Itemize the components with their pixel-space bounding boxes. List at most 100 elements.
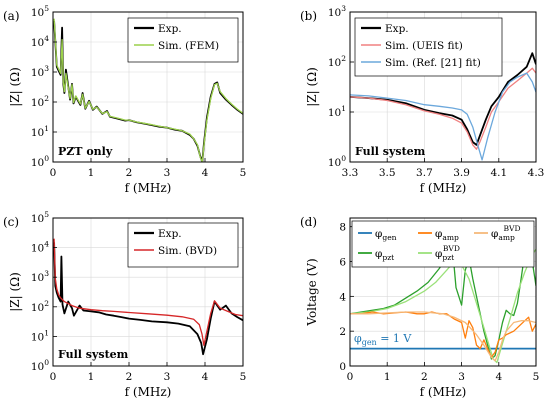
y-tick-label: 105​ — [31, 210, 49, 225]
plot-area — [53, 18, 243, 162]
legend-label: Exp. — [385, 23, 409, 35]
panel-2: 3.3 3.5 3.7 3.9 4.1 4.3 100​ 101​ 102​ 103​ f (MHz… — [300, 4, 544, 195]
x-tick-label: 1 — [88, 167, 95, 179]
y-axis-label: |Z| (Ω) — [305, 67, 319, 107]
y-tick-label: 6 — [339, 257, 346, 269]
panel-1: 0 1 2 3 4 5 100​ 101​ 102​ 103​ 104​ 105​ f (MHz) |Z|… — [3, 4, 246, 195]
x-tick-label: 3 — [164, 371, 171, 383]
x-tick-label: 4 — [495, 371, 502, 383]
x-tick-label: 3.7 — [416, 167, 433, 179]
x-tick-label: 2 — [126, 167, 133, 179]
legend-label: φpzt​ — [375, 248, 394, 262]
annotation-label: Full system — [355, 145, 426, 158]
annotation-label: PZT only — [58, 145, 113, 158]
x-tick-label: 3 — [458, 371, 465, 383]
legend-box — [351, 220, 535, 268]
x-tick-label: 5 — [240, 167, 247, 179]
y-tick-label: 8 — [339, 222, 346, 234]
y-axis-label: |Z| (Ω) — [8, 272, 22, 312]
x-tick-label: 2 — [126, 371, 133, 383]
legend-box — [127, 222, 239, 268]
series-line-2 — [53, 238, 243, 346]
y-tick-label: 102​ — [31, 299, 49, 314]
legend: Exp. Sim. (UEIS fit) Sim. (Ref. [21] fit) — [354, 17, 503, 77]
y-axis-label: |Z| (Ω) — [8, 67, 22, 107]
legend: φgen​ φamp​ φampBVD​ φpzt​ φpztBVD​ — [351, 220, 535, 268]
legend-box — [127, 17, 239, 63]
axes-frame — [52, 217, 244, 367]
annotation-label: φgen = 1 V — [354, 332, 412, 347]
x-tick-label: 4.3 — [528, 167, 545, 179]
plot-area — [350, 222, 536, 364]
legend-label: Sim. (UEIS fit) — [385, 40, 463, 52]
x-tick-label: 0 — [50, 167, 57, 179]
series-line-3 — [350, 248, 536, 364]
legend-label: Sim. (BVD) — [158, 245, 217, 257]
panel-label: (d) — [300, 215, 317, 229]
x-axis-label: f (MHz) — [125, 181, 172, 195]
series-line-3 — [350, 72, 536, 161]
x-tick-label: 4.1 — [490, 167, 507, 179]
axes-frame — [349, 217, 537, 367]
panel-3: 0 1 2 3 4 5 100​ 101​ 102​ 103​ 104​ 105​ f (MHz) |Z|… — [3, 210, 246, 399]
y-tick-label: 100​ — [31, 358, 49, 373]
y-tick-label: 100​ — [31, 154, 49, 169]
series-line-2 — [53, 18, 243, 162]
y-tick-label: 101​ — [328, 104, 346, 119]
y-tick-label: 103​ — [31, 269, 49, 284]
x-tick-label: 1 — [384, 371, 391, 383]
legend-label: Sim. (FEM) — [158, 40, 219, 52]
x-tick-label: 3 — [164, 167, 171, 179]
axes-frame — [349, 11, 537, 163]
x-tick-label: 3.9 — [453, 167, 470, 179]
legend-label: Exp. — [158, 228, 182, 240]
y-tick-label: 104​ — [31, 240, 49, 255]
x-tick-label: 5 — [240, 371, 247, 383]
axes-frame — [52, 11, 244, 163]
x-axis-label: f (MHz) — [125, 385, 172, 399]
legend: Exp. Sim. (BVD) — [127, 222, 239, 268]
x-axis-label: f (MHz) — [420, 181, 467, 195]
legend-label: Sim. (Ref. [21] fit) — [385, 57, 481, 69]
y-axis-label: Voltage (V) — [305, 258, 319, 326]
x-axis-label: f (MHz) — [420, 385, 467, 399]
panel-label: (c) — [3, 215, 19, 229]
plot-area — [53, 238, 243, 356]
series-line-2 — [350, 67, 536, 150]
x-tick-label: 4 — [202, 371, 209, 383]
y-tick-label: 100​ — [328, 154, 346, 169]
y-tick-label: 0 — [339, 361, 346, 373]
x-tick-label: 0 — [50, 371, 57, 383]
x-tick-label: 5 — [533, 371, 540, 383]
panel-4: 0 1 2 3 4 5 0 2 4 6 8 f (MHz) Voltage (V) (d) φgen = 1… — [300, 215, 539, 399]
y-tick-label: 103​ — [31, 64, 49, 79]
legend-label: φgen​ — [375, 228, 397, 242]
legend-label: φampBVD​ — [491, 224, 521, 242]
y-tick-label: 102​ — [328, 54, 346, 69]
y-tick-label: 102​ — [31, 94, 49, 109]
x-tick-label: 2 — [421, 371, 428, 383]
y-tick-label: 4 — [339, 291, 346, 303]
series-line-1 — [53, 242, 243, 356]
annotation-label: Full system — [58, 348, 129, 361]
y-tick-label: 104​ — [31, 34, 49, 49]
panel-label: (b) — [300, 9, 317, 23]
y-tick-label: 101​ — [31, 328, 49, 343]
y-tick-label: 103​ — [328, 4, 346, 19]
series-line-2 — [350, 222, 536, 360]
y-tick-label: 2 — [339, 326, 346, 338]
legend: Exp. Sim. (FEM) — [127, 17, 239, 63]
series-line-5 — [350, 311, 536, 362]
plot-area — [350, 52, 536, 161]
panel-label: (a) — [3, 9, 20, 23]
x-tick-label: 3.3 — [342, 167, 359, 179]
legend-label: Exp. — [158, 23, 182, 35]
legend-label: φamp​ — [435, 228, 459, 242]
y-tick-label: 105​ — [31, 4, 49, 19]
x-tick-label: 0 — [347, 371, 354, 383]
legend-label: φpztBVD​ — [435, 244, 460, 262]
x-tick-label: 3.5 — [379, 167, 396, 179]
series-line-1 — [350, 52, 536, 146]
x-tick-label: 1 — [88, 371, 95, 383]
